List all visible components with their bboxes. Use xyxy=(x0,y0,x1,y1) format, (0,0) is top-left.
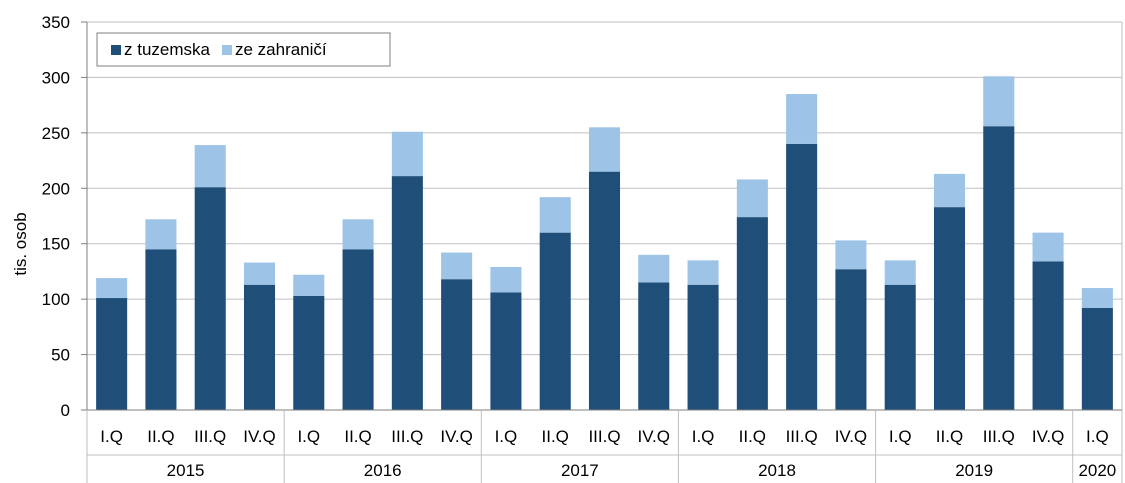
bar-segment xyxy=(884,260,916,285)
bar-segment xyxy=(145,219,177,250)
y-tick-label: 0 xyxy=(61,401,70,420)
bar-segment xyxy=(933,173,966,208)
x-axis: I.Q II.Q III.Q IV.Q I.Q II.Q III.Q IV.Q I.Q II.Q I… xyxy=(86,409,1123,483)
bar-segment xyxy=(441,279,473,410)
x-group-label: 2019 xyxy=(955,461,993,480)
x-category-label: III.Q xyxy=(983,427,1015,446)
bar-segment xyxy=(835,240,867,270)
x-category-label: IV.Q xyxy=(638,427,670,446)
x-group-label: 2017 xyxy=(561,461,599,480)
x-category-label: III.Q xyxy=(786,427,818,446)
y-tick-label: 300 xyxy=(42,68,70,87)
x-category-label: I.Q xyxy=(100,427,123,446)
bar-segment xyxy=(835,269,867,410)
bar-segment xyxy=(1081,308,1113,410)
bar-segment xyxy=(194,187,226,410)
x-category-label: I.Q xyxy=(692,427,715,446)
bar-segment xyxy=(933,207,966,410)
y-axis-title: tis. osob xyxy=(11,212,30,275)
legend-swatch xyxy=(221,45,232,55)
y-axis-ticks: 0 50 100 150 200 250 300 350 xyxy=(42,13,70,420)
bar-segment xyxy=(293,295,325,410)
legend: z tuzemska ze zahraničí xyxy=(96,32,391,67)
bar-segment xyxy=(588,127,621,172)
bar-segment xyxy=(194,145,226,188)
x-category-label: II.Q xyxy=(344,427,371,446)
x-category-label: II.Q xyxy=(542,427,569,446)
x-category-label: III.Q xyxy=(391,427,423,446)
x-category-label: I.Q xyxy=(297,427,320,446)
bar-segment xyxy=(391,131,423,177)
y-tick-label: 50 xyxy=(51,346,70,365)
y-tick-label: 100 xyxy=(42,290,70,309)
y-tick-label: 200 xyxy=(42,179,70,198)
x-group-label: 2020 xyxy=(1078,461,1116,480)
x-group-label: 2015 xyxy=(167,461,205,480)
bar-segment xyxy=(342,219,374,250)
x-category-label: III.Q xyxy=(588,427,620,446)
bar-segment xyxy=(786,143,818,410)
x-category-label: IV.Q xyxy=(243,427,275,446)
bar-segment xyxy=(391,176,423,410)
bar-segment xyxy=(638,254,670,283)
x-category-label: I.Q xyxy=(495,427,518,446)
legend-swatch xyxy=(111,45,121,55)
x-category-label: I.Q xyxy=(1086,427,1109,446)
y-tick-label: 350 xyxy=(42,13,70,32)
bars xyxy=(96,76,1113,410)
bar-segment xyxy=(736,179,768,218)
bar-segment xyxy=(687,284,719,410)
legend-label: z tuzemska xyxy=(124,40,211,59)
bar-segment xyxy=(490,266,522,293)
bar-segment xyxy=(588,171,621,410)
y-tick-label: 250 xyxy=(42,124,70,143)
bar-segment xyxy=(539,197,571,233)
x-category-label: II.Q xyxy=(936,427,963,446)
x-group-label: 2016 xyxy=(364,461,402,480)
bar-segment xyxy=(490,292,522,410)
bar-segment xyxy=(243,262,276,285)
x-category-label: II.Q xyxy=(739,427,766,446)
x-category-label: I.Q xyxy=(889,427,912,446)
bar-segment xyxy=(638,282,670,410)
bar-segment xyxy=(983,76,1015,127)
x-category-label: IV.Q xyxy=(835,427,867,446)
x-category-label: II.Q xyxy=(147,427,174,446)
bar-segment xyxy=(786,94,818,144)
x-category-label: III.Q xyxy=(194,427,226,446)
x-category-label: IV.Q xyxy=(440,427,472,446)
bar-segment xyxy=(96,298,128,410)
bar-segment xyxy=(687,260,719,285)
legend-box xyxy=(96,32,391,67)
y-tick-label: 150 xyxy=(42,235,70,254)
bar-segment xyxy=(243,284,276,410)
bar-segment xyxy=(736,217,768,410)
bar-segment xyxy=(342,249,374,410)
legend-label: ze zahraničí xyxy=(235,40,327,59)
bar-segment xyxy=(1032,261,1064,410)
x-group-label: 2018 xyxy=(758,461,796,480)
bar-segment xyxy=(1081,288,1113,309)
bar-segment xyxy=(145,249,177,410)
bar-segment xyxy=(96,278,128,299)
bar-segment xyxy=(293,274,325,296)
bar-segment xyxy=(983,126,1015,410)
bar-segment xyxy=(539,232,571,410)
bar-segment xyxy=(441,252,473,280)
x-category-label: IV.Q xyxy=(1032,427,1064,446)
bar-segment xyxy=(1032,232,1064,262)
bar-segment xyxy=(884,284,916,410)
